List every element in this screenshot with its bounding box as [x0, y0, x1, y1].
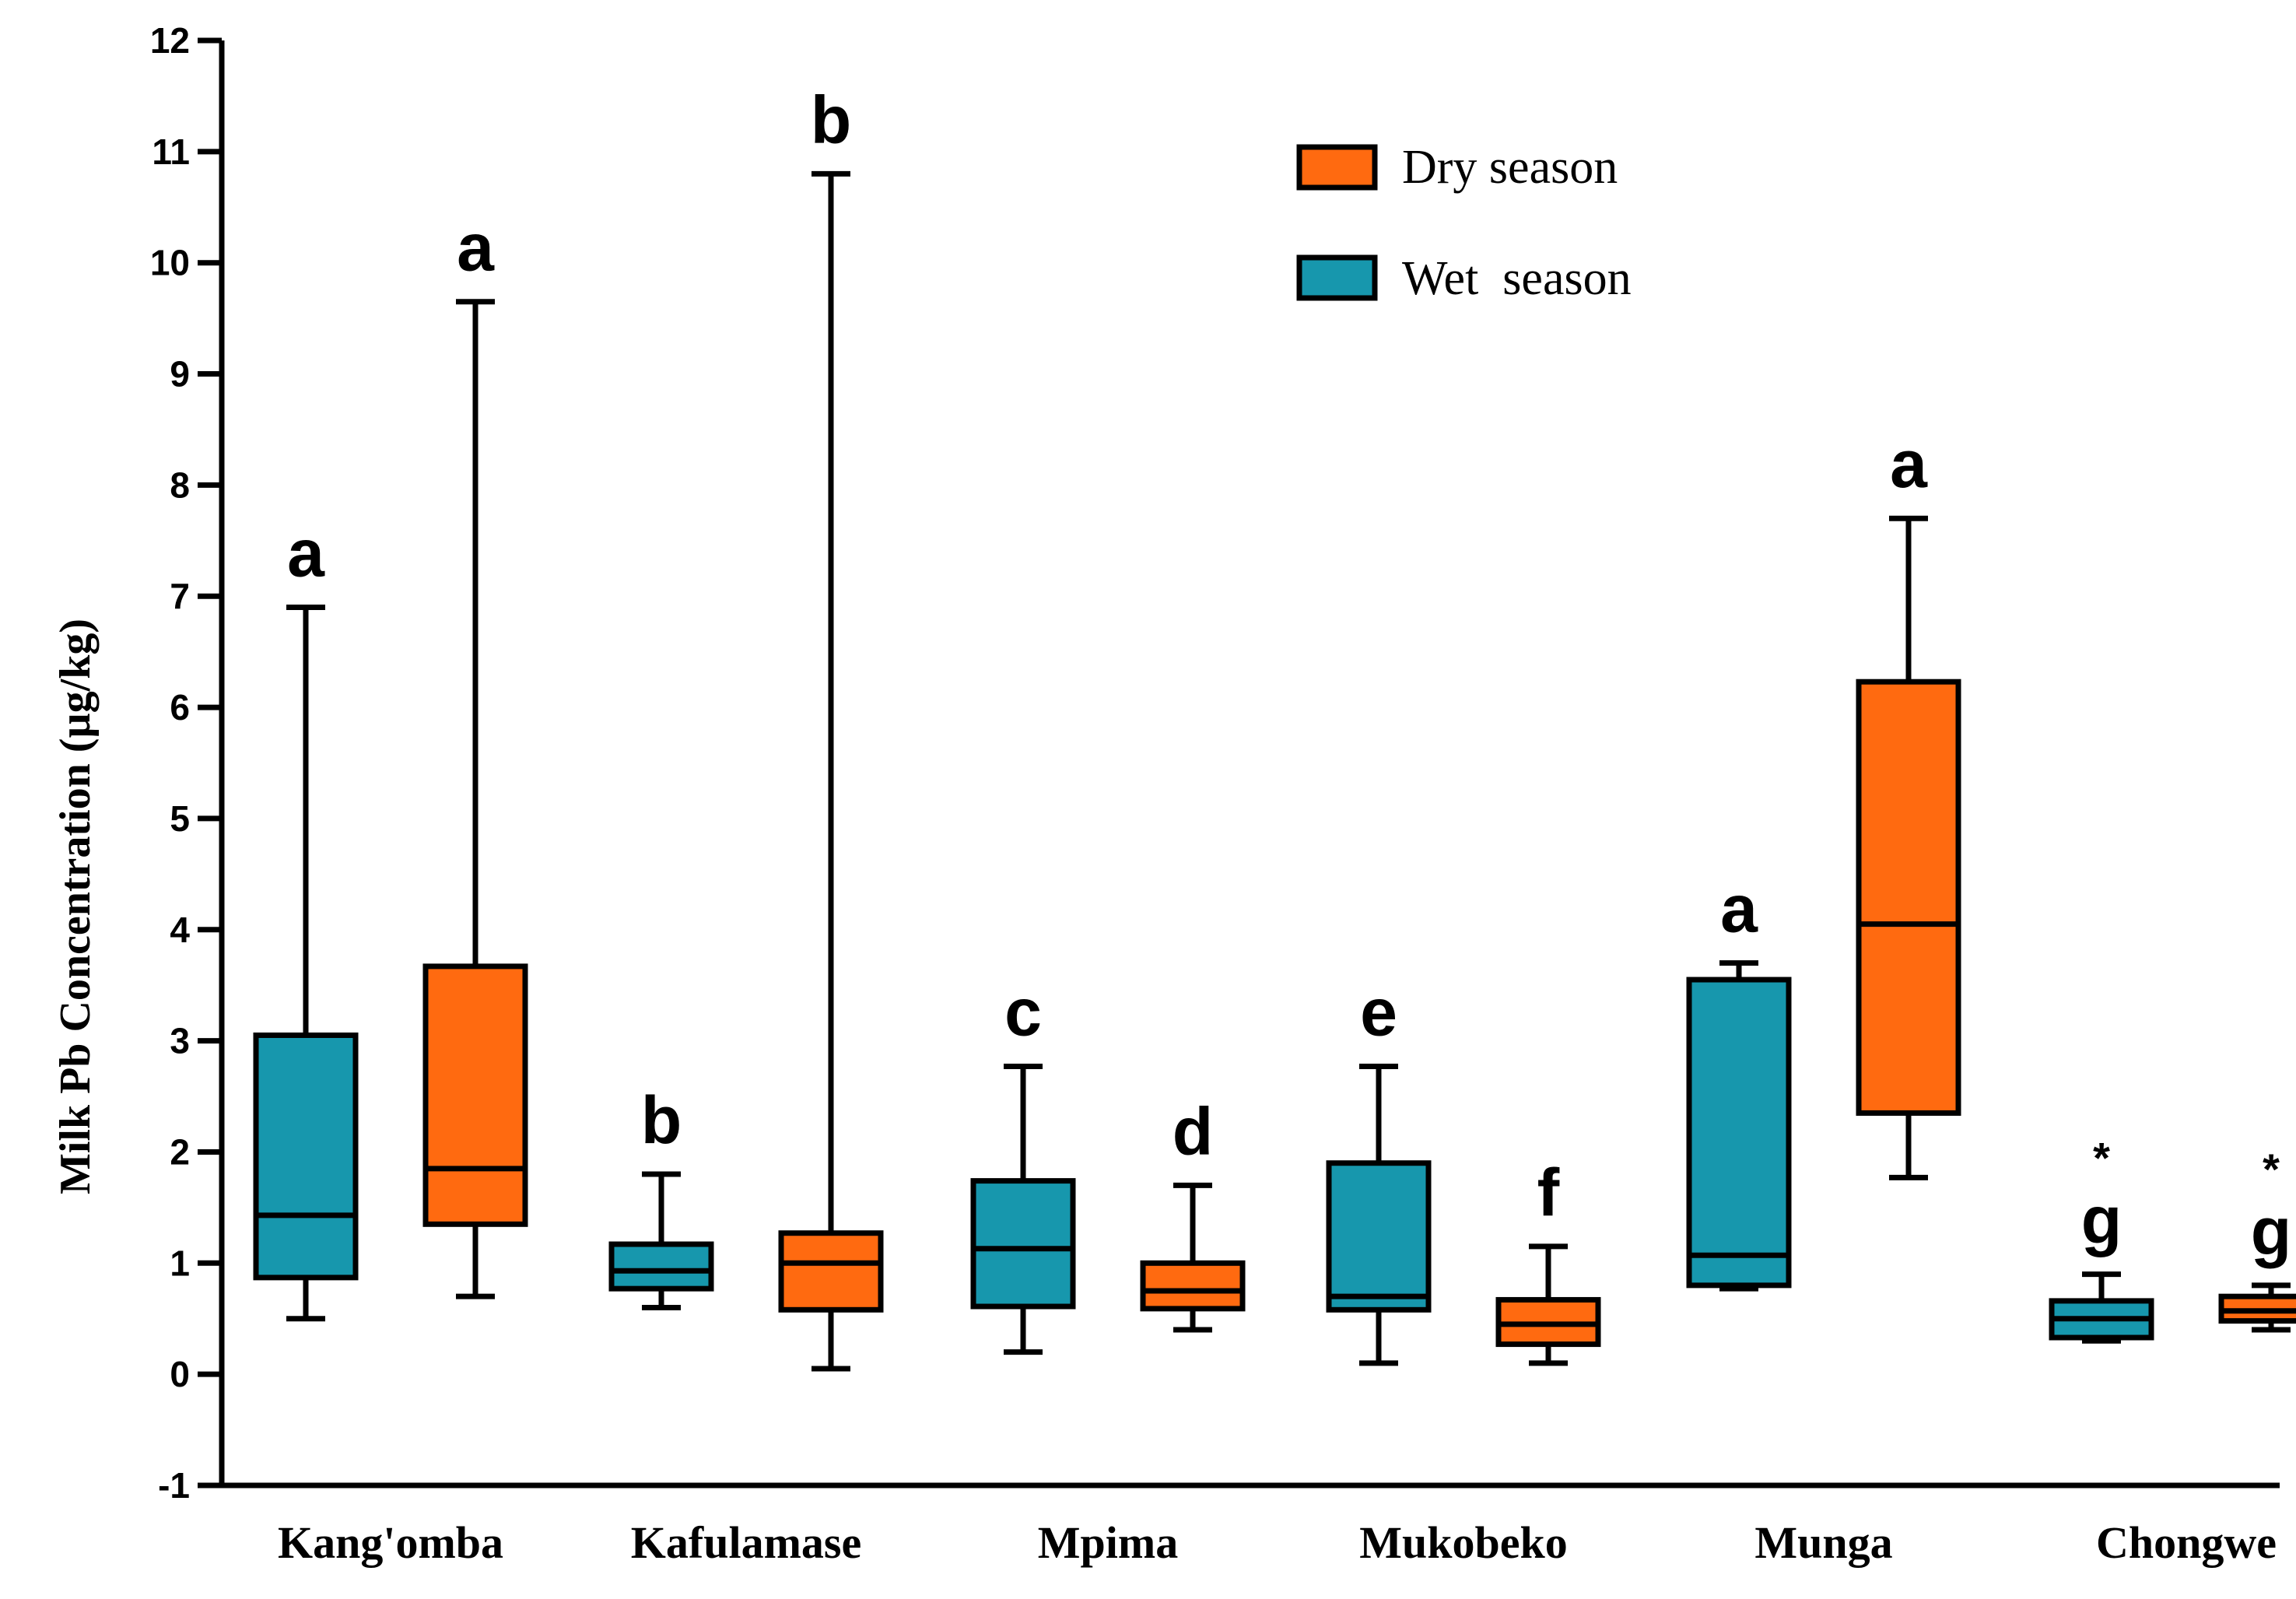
box-wet-season: c	[970, 975, 1076, 1355]
significance-letter: g	[2081, 1183, 2122, 1258]
box-dry-season: g*	[2218, 1145, 2296, 1333]
significance-letter: c	[1004, 975, 1042, 1050]
y-tick-label: 0	[170, 1354, 190, 1394]
x-tick-labels: Kang'omba Kafulamase Mpima Mukobeko Munga Cho…	[278, 1517, 2277, 1568]
box-iqr	[253, 1032, 359, 1281]
significance-asterisk: *	[2263, 1145, 2280, 1194]
significance-letter: g	[2251, 1194, 2292, 1269]
significance-letter: d	[1173, 1094, 1214, 1169]
x-tick-label: Kang'omba	[278, 1517, 503, 1568]
box-iqr	[970, 1178, 1076, 1310]
significance-letter: f	[1537, 1155, 1560, 1230]
x-tick-label: Munga	[1754, 1517, 1892, 1568]
y-tick-label: 11	[152, 131, 190, 172]
significance-letter: b	[641, 1083, 682, 1158]
legend-label-dry: Dry season	[1402, 141, 1618, 194]
box-dry-season: a	[1856, 427, 1961, 1180]
x-tick-label: Mukobeko	[1359, 1517, 1568, 1568]
axes	[219, 40, 2280, 1489]
significance-letter: b	[811, 82, 852, 157]
legend-swatch-wet	[1296, 254, 1378, 301]
y-axis-label: Milk Pb Concentration (µg/kg)	[51, 619, 100, 1194]
box-iqr	[1686, 977, 1792, 1289]
significance-letter: a	[1720, 872, 1758, 947]
y-tick-label: 10	[150, 243, 190, 283]
y-tick-label: 1	[170, 1243, 190, 1283]
box-iqr	[778, 1230, 884, 1313]
y-tick-label: 6	[170, 687, 190, 728]
significance-letter: e	[1360, 975, 1397, 1050]
x-tick-label: Mpima	[1038, 1517, 1178, 1568]
y-tick-label: 4	[170, 910, 190, 950]
box-iqr	[422, 963, 528, 1227]
y-tick-label: -1	[158, 1465, 190, 1506]
x-tick-label: Kafulamase	[631, 1517, 861, 1568]
legend-swatch-dry	[1296, 144, 1378, 191]
y-tick-label: 7	[170, 576, 190, 616]
box-wet-season: a	[1686, 872, 1792, 1292]
box-wet-season: g*	[2049, 1134, 2154, 1344]
y-tick-label: 8	[170, 465, 190, 505]
legend-label-wet: Wet season	[1402, 252, 1632, 305]
y-tick-label: 3	[170, 1021, 190, 1061]
y-tick-label: 9	[170, 354, 190, 394]
box-iqr	[1856, 679, 1961, 1116]
box-wet-season: b	[608, 1083, 714, 1310]
box-iqr	[1140, 1260, 1246, 1312]
box-dry-season: f	[1495, 1155, 1601, 1366]
box-dry-season: b	[778, 82, 884, 1372]
significance-letter: a	[1890, 427, 1928, 502]
y-tick-label: 12	[150, 20, 190, 61]
y-tick-label: 5	[170, 798, 190, 839]
box-iqr	[608, 1241, 714, 1292]
legend: Dry season Wet season	[1296, 141, 1632, 305]
box-dry-season: d	[1140, 1094, 1246, 1333]
significance-asterisk: *	[2093, 1134, 2110, 1183]
box-wet-season: a	[253, 517, 359, 1322]
y-tick-label: 2	[170, 1131, 190, 1172]
x-tick-label: Chongwe	[2096, 1517, 2277, 1568]
significance-letter: a	[287, 517, 325, 591]
box-iqr	[1326, 1160, 1432, 1313]
box-dry-season: a	[422, 211, 528, 1299]
box-wet-season: e	[1326, 975, 1432, 1366]
significance-letter: a	[457, 211, 495, 286]
